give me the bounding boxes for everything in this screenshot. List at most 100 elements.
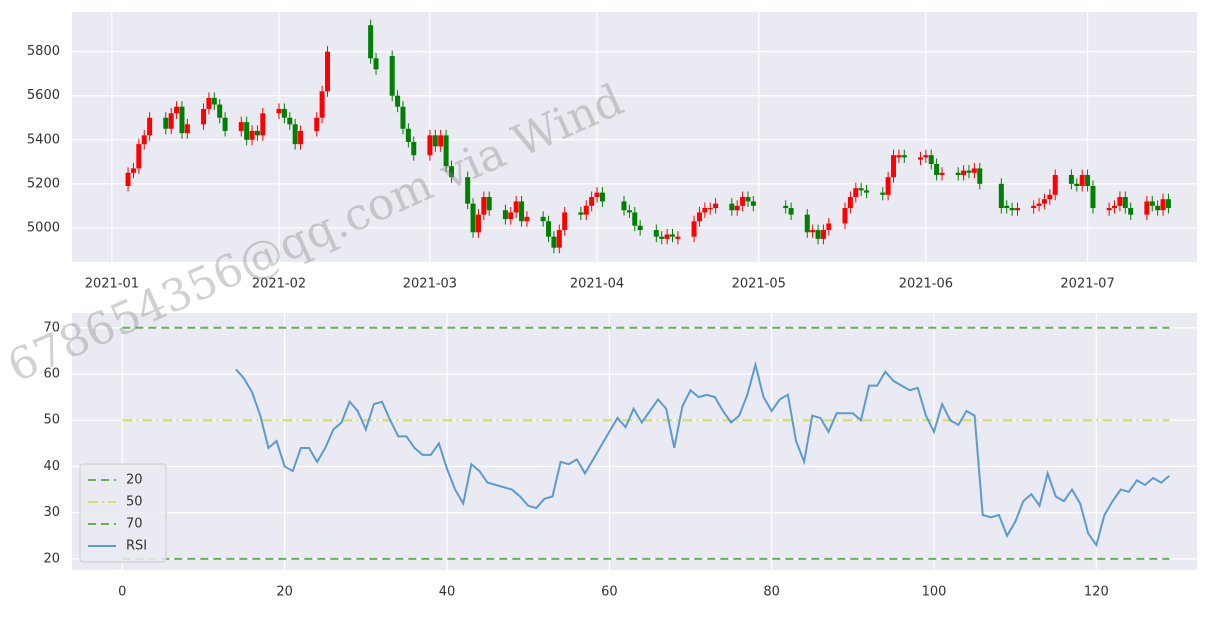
candle-body (540, 216, 546, 222)
candle-body (481, 197, 487, 215)
candle-body (1149, 201, 1155, 206)
candle-body (847, 197, 853, 209)
legend-label: 20 (126, 473, 143, 488)
x-tick-label: 2021-01 (85, 277, 139, 292)
y-tick-label: 5200 (27, 176, 60, 191)
legend-label: 70 (126, 517, 143, 532)
candle-body (707, 208, 713, 210)
candle-body (702, 208, 708, 213)
candle-body (966, 170, 972, 173)
candle-body (885, 177, 891, 195)
x-tick-label: 120 (1084, 585, 1109, 600)
candle-body (1122, 197, 1128, 209)
x-tick-label: 2021-04 (570, 277, 624, 292)
candle-body (551, 236, 557, 248)
x-tick-label: 60 (601, 585, 618, 600)
candle-body (546, 221, 552, 237)
legend-label: RSI (126, 539, 147, 554)
candle-body (637, 225, 643, 231)
y-tick-label: 30 (43, 505, 60, 520)
candle-body (254, 130, 260, 136)
candle-body (659, 236, 665, 239)
candle-body (589, 197, 595, 206)
x-tick-label: 2021-05 (732, 277, 786, 292)
candle-body (373, 58, 379, 70)
x-tick-label: 2021-02 (252, 277, 306, 292)
candle-body (519, 201, 525, 222)
candle-body (1144, 201, 1150, 215)
x-tick-label: 2021-07 (1060, 277, 1114, 292)
plot-area (72, 313, 1197, 570)
candle-body (664, 234, 670, 239)
rsi-line (235, 360, 1171, 548)
candle-body (174, 106, 180, 114)
candle-body (201, 108, 207, 125)
candle-body (443, 135, 449, 167)
x-tick-label: 20 (276, 585, 293, 600)
candle-body (184, 124, 190, 134)
candle-body (750, 201, 756, 206)
candle-body (465, 177, 471, 204)
candle-body (880, 192, 886, 195)
candle-body (1031, 205, 1037, 209)
candle-body (1047, 194, 1053, 200)
candle-body (147, 117, 153, 136)
y-tick-label: 5600 (27, 88, 60, 103)
candle-body (432, 135, 438, 147)
candle-body (713, 203, 719, 209)
candle-body (368, 25, 374, 59)
candle-body (1106, 208, 1112, 211)
candle-body (298, 130, 304, 145)
candle-body (1155, 205, 1161, 211)
y-tick-label: 20 (43, 551, 60, 566)
candle-body (475, 214, 481, 233)
candle-body (583, 205, 589, 215)
candle-body (260, 113, 266, 136)
candle-body (891, 155, 897, 178)
candle-body (1128, 208, 1134, 215)
candle-body (502, 210, 508, 220)
candle-body (1085, 174, 1091, 187)
candle-body (244, 122, 250, 140)
candle-body (815, 230, 821, 239)
candle-body (783, 205, 789, 209)
candle-body (691, 221, 697, 237)
candle-body (211, 97, 217, 105)
candle-body (804, 214, 810, 233)
candle-body (917, 157, 923, 160)
candle-body (696, 212, 702, 222)
candle-body (163, 117, 169, 129)
candle-body (923, 155, 929, 158)
candle-body (1009, 208, 1015, 211)
candle-body (319, 91, 325, 118)
candle-body (1052, 174, 1058, 195)
candle-body (626, 210, 632, 213)
candle-body (427, 135, 433, 156)
candle-body (508, 212, 514, 220)
candle-body (853, 188, 859, 198)
y-tick-label: 5400 (27, 132, 60, 147)
candle-body (734, 205, 740, 211)
y-tick-label: 5000 (27, 220, 60, 235)
candle-body (141, 135, 147, 145)
candle-body (578, 212, 584, 215)
candle-body (788, 208, 794, 215)
candle-body (810, 230, 816, 233)
candle-body (594, 192, 600, 198)
candle-body (1165, 199, 1171, 209)
candle-body (130, 168, 136, 173)
candle-body (901, 155, 907, 158)
candle-body (675, 236, 681, 239)
candle-body (217, 104, 223, 118)
candle-body (1014, 208, 1020, 211)
candle-body (670, 234, 676, 237)
candle-body (934, 163, 940, 175)
candle-body (249, 130, 255, 140)
candle-body (438, 135, 444, 147)
candle-body (136, 144, 142, 169)
candle-body (826, 223, 832, 231)
candle-body (292, 124, 298, 145)
x-tick-label: 2021-03 (403, 277, 457, 292)
candle-body (998, 183, 1004, 209)
